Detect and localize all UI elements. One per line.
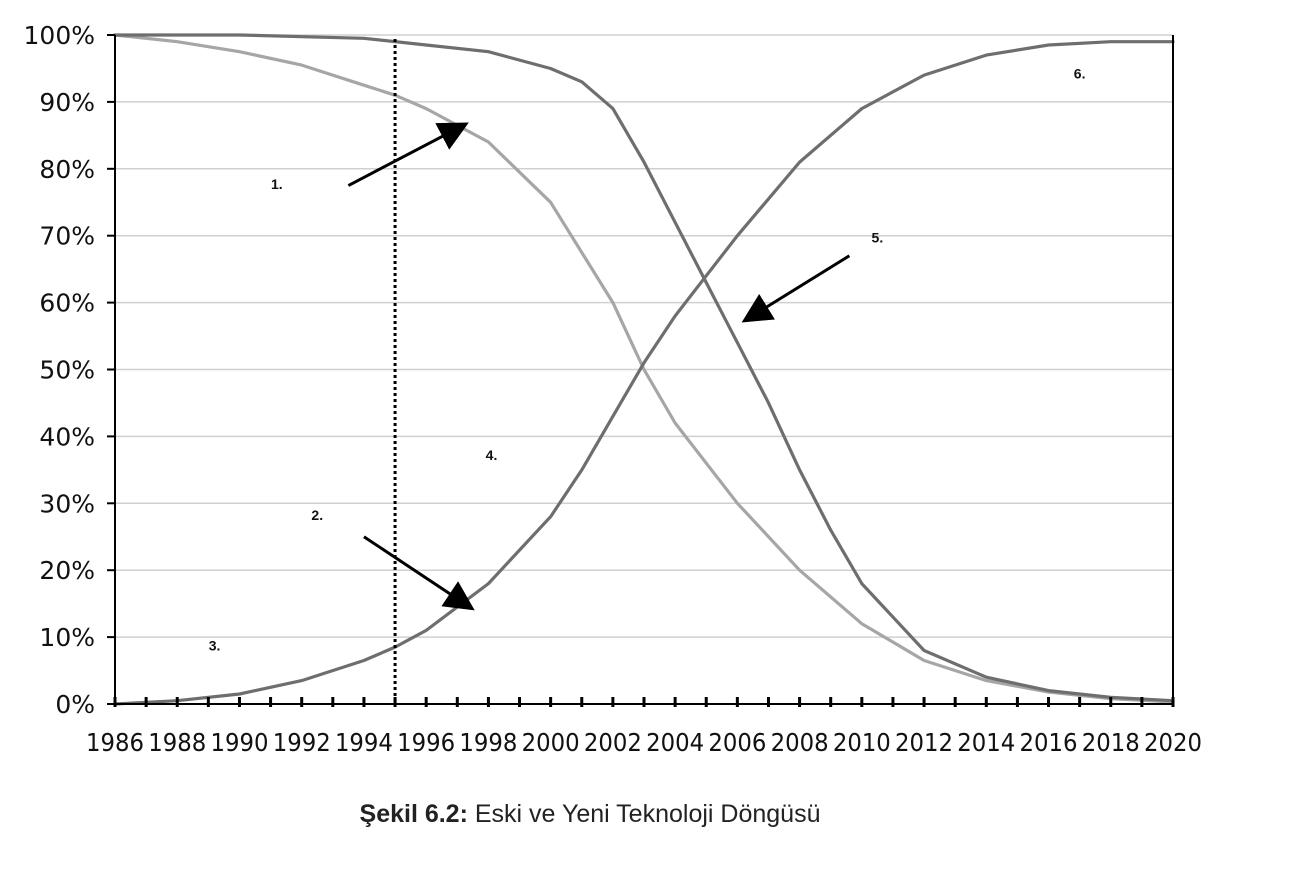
y-tick-label: 90%: [39, 88, 95, 117]
caption-label: Şekil 6.2:: [359, 800, 468, 828]
annotation-labels: 1. 2. 3. 4. 5. 6.: [209, 65, 1086, 653]
x-tick-label: 1992: [273, 728, 331, 757]
x-tick-label: 2016: [1020, 728, 1078, 757]
y-tick-label: 20%: [39, 556, 95, 585]
annotation-label: 1.: [271, 176, 283, 192]
arrow: [347, 122, 469, 187]
grid-lines: [115, 34, 1173, 638]
x-tick-label: 2006: [708, 728, 766, 757]
arrow: [363, 535, 475, 611]
x-tick-label: 2012: [895, 728, 953, 757]
x-tick-label: 1994: [335, 728, 393, 757]
y-tick-label: 100%: [24, 21, 95, 50]
y-tick-label: 30%: [39, 489, 95, 518]
x-tick-label: 2008: [771, 728, 829, 757]
caption-text: Eski ve Yeni Teknoloji Döngüsü: [467, 800, 821, 828]
annotation-label: 5.: [872, 229, 884, 245]
series-lines: [113, 33, 1175, 706]
y-tick-label: 70%: [39, 222, 95, 251]
y-tick-label: 40%: [39, 422, 95, 451]
annotation-label: 2.: [311, 507, 323, 523]
x-tick-label: 2002: [584, 728, 642, 757]
annotation-label: 3.: [209, 637, 221, 653]
figure-caption: Şekil 6.2: Eski ve Yeni Teknoloji Döngüs…: [0, 800, 1180, 829]
arrow: [741, 254, 851, 323]
y-tick-label: 0%: [55, 690, 95, 719]
tick-labels: 0% 10% 20% 30% 40% 50% 60% 70% 80% 90% 100% 1986 198…: [24, 21, 1202, 757]
y-tick-label: 60%: [39, 289, 95, 318]
x-tick-label: 2020: [1144, 728, 1202, 757]
x-tick-label: 1998: [459, 728, 517, 757]
x-tick-label: 2004: [646, 728, 704, 757]
x-tick-label: 1990: [210, 728, 268, 757]
y-tick-label: 10%: [39, 623, 95, 652]
technology-cycle-chart: 0% 10% 20% 30% 40% 50% 60% 70% 80% 90% 100% 1986 198…: [24, 21, 1202, 757]
x-tick-label: 1986: [86, 728, 144, 757]
x-tick-label: 2010: [833, 728, 891, 757]
x-tick-label: 2018: [1082, 728, 1140, 757]
x-tick-label: 1996: [397, 728, 455, 757]
y-tick-label: 80%: [39, 155, 95, 184]
series-line-2: [113, 40, 1175, 706]
y-tick-label: 50%: [39, 356, 95, 385]
annotation-label: 4.: [486, 447, 498, 463]
series-line-3: [113, 33, 1175, 703]
x-tick-label: 2014: [957, 728, 1015, 757]
x-tick-label: 2000: [522, 728, 580, 757]
annotation-label: 6.: [1074, 65, 1086, 81]
x-tick-label: 1988: [148, 728, 206, 757]
series-line-1: [113, 33, 1175, 704]
annotation-arrows: [347, 122, 851, 611]
axes: [107, 34, 1175, 707]
